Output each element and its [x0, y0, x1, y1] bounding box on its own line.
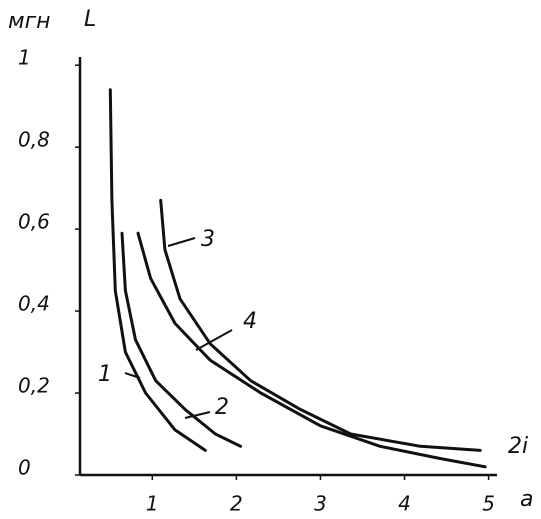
label-leader: [184, 411, 211, 419]
y-axis-label: L: [84, 7, 96, 32]
label-leader: [195, 329, 233, 351]
line-series: [108, 88, 207, 452]
line-series: [159, 198, 482, 452]
x-tick-label: 4: [398, 492, 411, 516]
label-leader: [124, 372, 141, 379]
series-label: 4: [243, 309, 257, 334]
y-tick-label: 0,4: [18, 292, 50, 316]
y-tick-label: 0,2: [18, 374, 50, 398]
x-axis-label: a: [520, 487, 533, 512]
x-tick-label: 2: [230, 492, 243, 516]
label-leader: [167, 237, 196, 247]
line-series: [136, 231, 487, 469]
y-unit-label: мгн: [8, 9, 51, 34]
annotation: 2i: [508, 434, 528, 459]
y-tick-label: 0,6: [18, 210, 50, 234]
series-label: 2: [215, 395, 229, 420]
y-tick-label: 1: [18, 46, 31, 70]
series-label: 1: [98, 362, 112, 387]
x-tick-label: 1: [146, 492, 159, 516]
x-tick-label: 5: [482, 492, 495, 516]
x-tick-label: 3: [314, 492, 327, 516]
y-tick-label: 0,8: [18, 128, 50, 152]
series-label: 3: [201, 227, 215, 252]
line-series: [120, 231, 243, 448]
y-tick-label: 0: [18, 456, 31, 480]
